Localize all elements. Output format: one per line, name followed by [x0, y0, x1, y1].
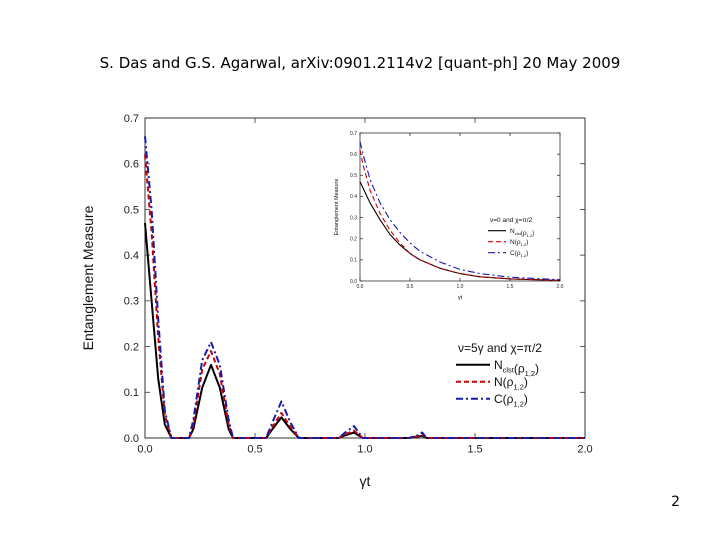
inset-xtick-label: 0.0 [357, 284, 364, 290]
main-ytick-label: 0.2 [124, 341, 139, 353]
inset-ytick-label: 0.3 [350, 215, 357, 221]
main-ytick-label: 0.0 [124, 433, 139, 445]
inset-plot-frame [359, 132, 561, 282]
main-legend-label-1: Nclst(ρ1,2) [494, 358, 539, 378]
inset-xtick-label: 1.0 [457, 284, 464, 290]
inset-y-axis-label: Entanglement Measure [334, 179, 340, 236]
inset-x-axis-label: γt [458, 295, 463, 301]
inset-legend-label-2: N(ρ1,2) [510, 239, 528, 247]
inset-legend-title: ν=0 and χ=π/2 [490, 217, 533, 224]
inset-ytick-label: 0.1 [350, 258, 357, 264]
inset-legend-label-3: C(ρ1,2) [510, 250, 528, 258]
main-x-axis-label: γt [360, 473, 371, 489]
inset-ytick-label: 0.7 [350, 131, 357, 137]
inset-legend-label-1: Nclst(ρ1,2) [510, 228, 534, 238]
inset-series-line-2 [359, 149, 561, 281]
inset-xtick-label: 1.5 [507, 284, 514, 290]
main-series-line-3 [144, 136, 585, 439]
header-citation: S. Das and G.S. Agarwal, arXiv:0901.2114… [99, 54, 621, 72]
inset-xtick-label: 2.0 [557, 284, 564, 290]
main-ytick-label: 0.6 [124, 159, 139, 171]
main-ytick-label: 0.7 [124, 113, 139, 125]
main-ytick-label: 0.5 [124, 204, 139, 216]
inset-ytick-label: 0.6 [350, 152, 357, 158]
inset-ytick-label: 0.4 [350, 194, 357, 200]
page-number: 2 [671, 494, 680, 510]
inset-xtick-label: 0.5 [407, 284, 414, 290]
main-xtick-label: 2.0 [577, 444, 592, 456]
inset-ytick-label: 0.2 [350, 236, 357, 242]
main-xtick-label: 0.5 [247, 444, 262, 456]
main-ytick-label: 0.1 [124, 387, 139, 399]
inset-ytick-label: 0.5 [350, 173, 357, 179]
main-xtick-label: 1.0 [357, 444, 372, 456]
main-y-axis-label: Entanglement Measure [80, 205, 96, 350]
main-legend-label-3: C(ρ1,2) [494, 392, 528, 409]
main-legend-title: ν=5γ and χ=π/2 [458, 341, 542, 355]
inset-ytick-label: 0.0 [350, 279, 357, 285]
main-xtick-label: 1.5 [467, 444, 482, 456]
main-xtick-label: 0.0 [137, 444, 152, 456]
main-ytick-label: 0.4 [124, 250, 139, 262]
main-ytick-label: 0.3 [124, 296, 139, 308]
main-legend-label-2: N(ρ1,2) [494, 375, 528, 392]
